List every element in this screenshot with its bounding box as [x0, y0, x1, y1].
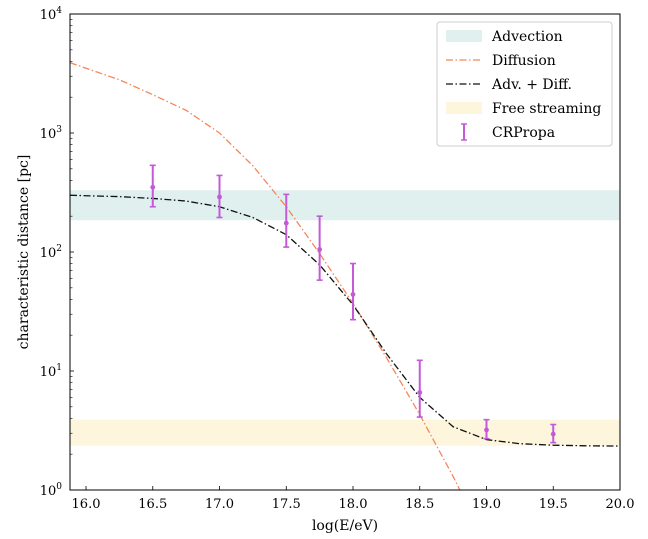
- data-point: [550, 423, 557, 444]
- y-tick-label: 100: [40, 482, 63, 499]
- ticks-layer: 16.0 16.5 17.0 17.5 18.0 18.5 19.0 19.5 20.0 100 1…: [40, 6, 635, 512]
- legend-swatch: [446, 102, 482, 114]
- line-adv-diff: [70, 194, 620, 447]
- legend-item-adv-diff: Adv. + Diff.: [446, 77, 572, 93]
- legend-item-diffusion: Diffusion: [446, 53, 556, 69]
- data-point: [149, 164, 156, 208]
- point-marker: [350, 292, 356, 297]
- x-tick-label: 17.5: [272, 497, 301, 512]
- x-tick-label: 17.0: [205, 497, 234, 512]
- legend: Advection Diffusion Adv. + Diff. Free strea…: [436, 21, 613, 147]
- y-axis-label: characteristic distance [pc]: [16, 155, 32, 350]
- point-marker: [417, 390, 423, 395]
- points-layer: [149, 164, 557, 444]
- point-marker: [283, 220, 289, 226]
- y-tick-label: 103: [40, 125, 63, 142]
- data-point: [416, 359, 423, 418]
- legend-label: Diffusion: [492, 53, 556, 69]
- line-diffusion: [70, 62, 461, 490]
- y-tick-label: 101: [40, 363, 62, 380]
- legend-box: [436, 21, 613, 147]
- data-point: [483, 418, 490, 440]
- point-marker: [484, 427, 489, 433]
- x-tick-label: 19.5: [539, 497, 568, 512]
- x-tick-label: 18.5: [405, 497, 434, 512]
- data-point: [216, 174, 223, 219]
- legend-label: Free streaming: [492, 101, 601, 117]
- legend-item-crpropa: CRPropa: [461, 123, 555, 141]
- lines-layer: [70, 62, 620, 490]
- legend-swatch: [446, 30, 482, 42]
- legend-label: Adv. + Diff.: [491, 77, 572, 93]
- data-point: [316, 215, 323, 281]
- x-tick-label: 19.0: [472, 497, 501, 512]
- legend-label: Advection: [491, 29, 563, 45]
- y-tick-label: 102: [40, 244, 62, 261]
- legend-item-advection: Advection: [446, 29, 563, 45]
- legend-label: CRPropa: [492, 125, 555, 141]
- data-point: [283, 193, 290, 248]
- y-tick-label: 104: [40, 6, 63, 23]
- legend-item-free-streaming: Free streaming: [446, 101, 601, 117]
- x-axis-label: log(E/eV): [312, 518, 378, 534]
- point-marker: [150, 184, 156, 190]
- point-marker: [550, 431, 556, 437]
- data-point: [350, 262, 357, 321]
- point-marker: [317, 247, 323, 252]
- bands-layer: [70, 190, 620, 446]
- x-tick-label: 18.0: [339, 497, 368, 512]
- band-free-streaming: [70, 419, 620, 446]
- x-tick-label: 20.0: [606, 497, 635, 512]
- x-tick-label: 16.0: [72, 497, 101, 512]
- point-marker: [217, 194, 222, 200]
- band-advection: [70, 190, 620, 221]
- x-tick-label: 16.5: [138, 497, 167, 512]
